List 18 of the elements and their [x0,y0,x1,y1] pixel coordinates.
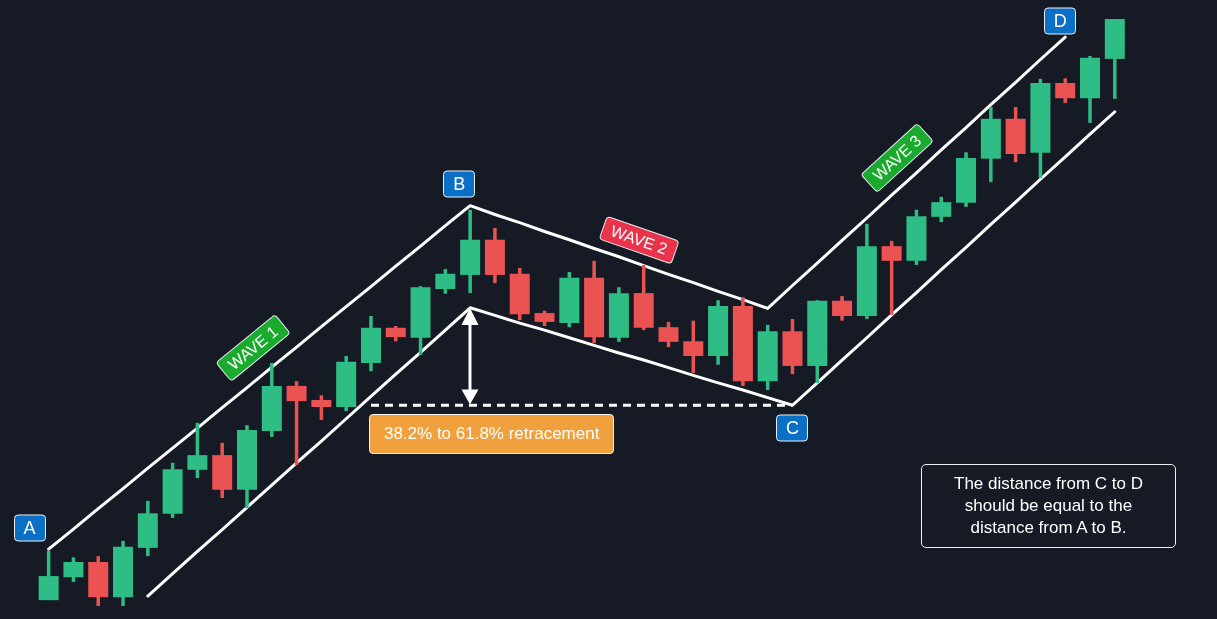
annotation: C [776,414,809,442]
annotation: WAVE 2 [598,215,680,264]
annotation: 38.2% to 61.8% retracement [368,414,615,455]
candlestick [658,320,679,348]
annotation: B [443,170,476,198]
candlestick [881,239,902,315]
candlestick [311,395,332,420]
candlestick [931,196,952,224]
text: A [13,514,46,542]
candlestick [187,422,208,479]
candlestick [832,296,853,321]
candlestick [1055,78,1076,103]
candlestick [683,320,704,373]
candlestick [63,557,84,582]
candlestick [435,269,456,294]
annotation: D [1044,7,1077,35]
annotation: The distance from C to D should be equal to the distance from A to B. [921,464,1176,548]
candlestick [286,381,307,467]
